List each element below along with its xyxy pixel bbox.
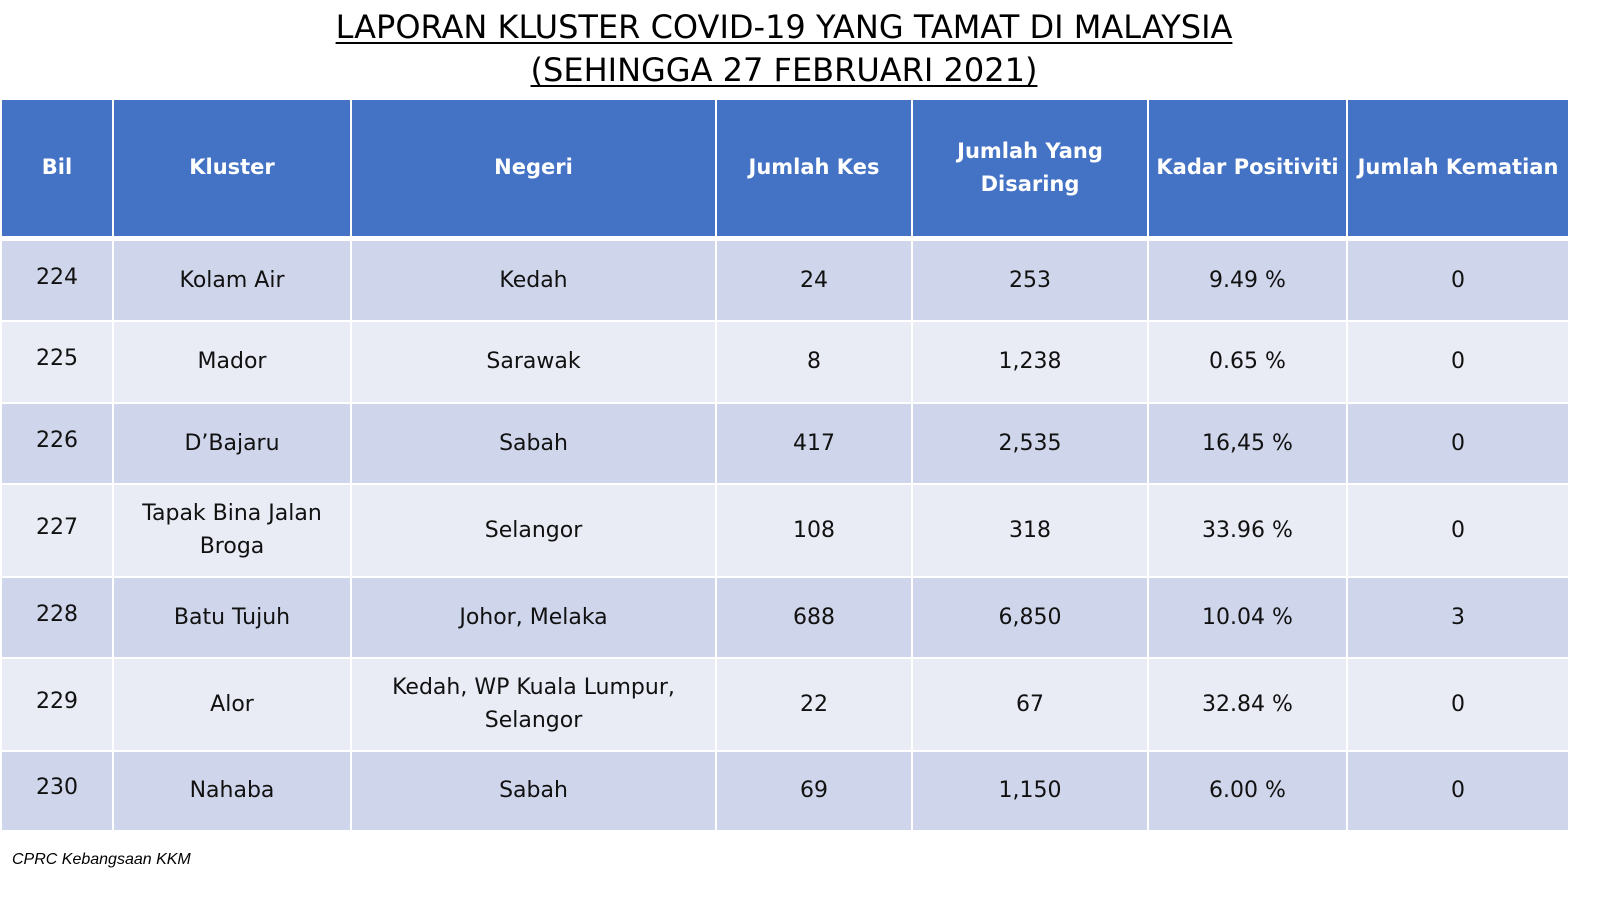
table-row: 229 Alor Kedah, WP Kuala Lumpur, Selango…	[0, 656, 1570, 752]
header-jumlah-kes: Jumlah Kes	[715, 100, 913, 241]
table-row: 226 D’Bajaru Sabah 417 2,535 16,45 % 0	[0, 401, 1570, 485]
cell-negeri: Sarawak	[350, 319, 717, 404]
cell-jumlah-kematian: 3	[1346, 575, 1570, 659]
cell-jumlah-kematian: 0	[1346, 319, 1570, 404]
cell-bil: 224	[0, 237, 114, 322]
table-row: 227 Tapak Bina Jalan Broga Selangor 108 …	[0, 482, 1570, 578]
cell-kluster: Tapak Bina Jalan Broga	[112, 482, 352, 578]
cell-jumlah-disaring: 2,535	[911, 401, 1149, 485]
cell-jumlah-disaring: 318	[911, 482, 1149, 578]
cell-jumlah-kematian: 0	[1346, 749, 1570, 832]
cell-kadar-positiviti: 6.00 %	[1147, 749, 1348, 832]
cell-jumlah-disaring: 67	[911, 656, 1149, 752]
page-title: LAPORAN KLUSTER COVID-19 YANG TAMAT DI M…	[0, 6, 1568, 92]
cell-kluster: Mador	[112, 319, 352, 404]
source-footer: CPRC Kebangsaan KKM	[12, 851, 191, 868]
cell-jumlah-disaring: 253	[911, 237, 1149, 322]
cell-kluster: Batu Tujuh	[112, 575, 352, 659]
cell-bil: 230	[0, 749, 114, 832]
cell-negeri: Sabah	[350, 749, 717, 832]
cell-bil: 226	[0, 401, 114, 485]
cell-bil: 228	[0, 575, 114, 659]
cell-jumlah-kematian: 0	[1346, 482, 1570, 578]
table-header-row: Bil Kluster Negeri Jumlah Kes Jumlah Yan…	[0, 100, 1570, 241]
cell-bil: 229	[0, 656, 114, 752]
cell-jumlah-kes: 69	[715, 749, 913, 832]
cell-jumlah-disaring: 1,150	[911, 749, 1149, 832]
cell-jumlah-disaring: 1,238	[911, 319, 1149, 404]
cell-bil: 227	[0, 482, 114, 578]
cell-jumlah-kes: 22	[715, 656, 913, 752]
header-kluster: Kluster	[112, 100, 352, 241]
table-row: 228 Batu Tujuh Johor, Melaka 688 6,850 1…	[0, 575, 1570, 659]
cell-kluster: Alor	[112, 656, 352, 752]
cell-kluster: D’Bajaru	[112, 401, 352, 485]
cell-jumlah-kematian: 0	[1346, 401, 1570, 485]
table-row: 230 Nahaba Sabah 69 1,150 6.00 % 0	[0, 749, 1570, 832]
header-bil: Bil	[0, 100, 114, 241]
header-kadar-positiviti: Kadar Positiviti	[1147, 100, 1348, 241]
table-row: 224 Kolam Air Kedah 24 253 9.49 % 0	[0, 237, 1570, 322]
cell-kadar-positiviti: 32.84 %	[1147, 656, 1348, 752]
cell-negeri: Johor, Melaka	[350, 575, 717, 659]
header-jumlah-disaring: Jumlah Yang Disaring	[911, 100, 1149, 241]
cell-negeri: Kedah	[350, 237, 717, 322]
cell-jumlah-kematian: 0	[1346, 237, 1570, 322]
cell-negeri: Kedah, WP Kuala Lumpur, Selangor	[350, 656, 717, 752]
cell-jumlah-kes: 8	[715, 319, 913, 404]
cell-negeri: Selangor	[350, 482, 717, 578]
cell-bil: 225	[0, 319, 114, 404]
table-row: 225 Mador Sarawak 8 1,238 0.65 % 0	[0, 319, 1570, 404]
cell-kadar-positiviti: 9.49 %	[1147, 237, 1348, 322]
cell-jumlah-disaring: 6,850	[911, 575, 1149, 659]
cell-kadar-positiviti: 33.96 %	[1147, 482, 1348, 578]
cell-kadar-positiviti: 0.65 %	[1147, 319, 1348, 404]
cell-negeri: Sabah	[350, 401, 717, 485]
cluster-table-container: Bil Kluster Negeri Jumlah Kes Jumlah Yan…	[0, 100, 1570, 832]
cell-kluster: Nahaba	[112, 749, 352, 832]
cell-jumlah-kes: 24	[715, 237, 913, 322]
cell-jumlah-kes: 417	[715, 401, 913, 485]
title-line-1: LAPORAN KLUSTER COVID-19 YANG TAMAT DI M…	[335, 8, 1233, 46]
title-line-2: (SEHINGGA 27 FEBRUARI 2021)	[530, 51, 1038, 89]
cell-jumlah-kes: 688	[715, 575, 913, 659]
cluster-table: Bil Kluster Negeri Jumlah Kes Jumlah Yan…	[0, 100, 1570, 832]
header-jumlah-kematian: Jumlah Kematian	[1346, 100, 1570, 241]
cell-jumlah-kes: 108	[715, 482, 913, 578]
cell-kadar-positiviti: 16,45 %	[1147, 401, 1348, 485]
cell-jumlah-kematian: 0	[1346, 656, 1570, 752]
header-negeri: Negeri	[350, 100, 717, 241]
cell-kluster: Kolam Air	[112, 237, 352, 322]
cell-kadar-positiviti: 10.04 %	[1147, 575, 1348, 659]
